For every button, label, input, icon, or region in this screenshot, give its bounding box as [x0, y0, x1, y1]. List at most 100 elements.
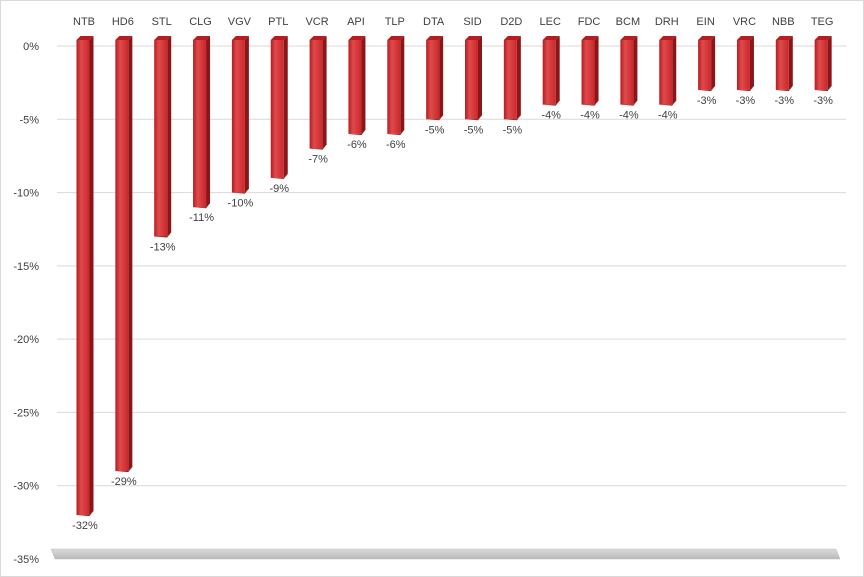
category-axis-labels: NTB HD6 STL CLG VGV PTL VCR API TLP DTA SID D2D LEC F… [73, 16, 833, 28]
category-label: TLP [385, 16, 405, 28]
y-tick-label: -35% [13, 554, 39, 566]
bar-side [244, 36, 249, 193]
bar [426, 36, 444, 121]
bar-bottom [659, 100, 677, 106]
bar [581, 36, 599, 106]
category-label: STL [152, 16, 172, 28]
bar-top [309, 36, 327, 40]
data-label: -7% [308, 154, 328, 166]
data-label: -4% [580, 110, 600, 122]
bar-side [206, 36, 211, 208]
y-tick-label: -5% [19, 114, 39, 126]
bar-bottom [581, 100, 599, 106]
bar [736, 36, 754, 91]
gridlines [57, 45, 846, 487]
y-tick-label: -20% [13, 334, 39, 346]
chart-floor [50, 548, 841, 560]
bar-top [659, 36, 677, 40]
bar [193, 36, 211, 209]
data-label: -5% [464, 124, 484, 136]
bar-bottom [775, 85, 793, 91]
bar-bottom [231, 188, 249, 194]
y-tick-label: -10% [13, 188, 39, 200]
bar-front [503, 40, 517, 120]
data-label: -4% [541, 110, 561, 122]
data-label: -5% [425, 124, 445, 136]
bar-bottom [814, 85, 832, 91]
y-tick-label: 0% [23, 41, 39, 53]
data-label: -3% [813, 95, 833, 107]
bar-bottom [426, 115, 444, 121]
category-label: VRC [733, 16, 756, 28]
bar-side [711, 36, 716, 90]
bar-side [478, 36, 482, 120]
bar-side [89, 36, 94, 516]
category-label: EIN [696, 16, 714, 28]
bar [542, 36, 560, 106]
bar-top [620, 36, 638, 40]
bar [814, 36, 832, 91]
data-label: -32% [72, 520, 98, 532]
bar-bottom [193, 203, 211, 209]
bar-front [736, 40, 750, 90]
bar [270, 36, 288, 179]
bar-bottom [503, 115, 521, 121]
chart-floor-surface [50, 548, 841, 560]
bar [387, 36, 405, 135]
bar [309, 36, 327, 150]
bar-top [775, 36, 793, 40]
bar-top [270, 36, 288, 40]
bar-bottom [387, 129, 405, 135]
bar [775, 36, 793, 91]
data-label: -10% [228, 198, 254, 210]
bar-front [231, 40, 245, 193]
data-label: -29% [111, 476, 137, 488]
category-label: D2D [500, 16, 522, 28]
bar-bottom [620, 100, 638, 106]
bar-side [749, 36, 754, 90]
category-label: NBB [772, 16, 795, 28]
bar-side [322, 36, 327, 149]
bar-top [387, 36, 405, 40]
bar [620, 36, 638, 106]
bar-front [76, 40, 90, 516]
bar-top [465, 36, 482, 40]
bar-front [620, 40, 634, 105]
bar-bottom [698, 85, 716, 91]
data-label: -9% [269, 183, 289, 195]
bar-front [581, 40, 595, 105]
bar-side [594, 36, 599, 105]
bar-side [361, 36, 366, 134]
bar-bottom [309, 144, 327, 150]
bar-front [814, 40, 828, 90]
bar [231, 36, 249, 194]
category-label: HD6 [112, 16, 134, 28]
bar [503, 36, 521, 121]
bar-front [698, 40, 712, 90]
bar-top [193, 36, 211, 40]
bar-front [387, 40, 401, 134]
data-label: -3% [775, 95, 795, 107]
bar-top [231, 36, 249, 40]
bar [659, 36, 677, 106]
y-tick-label: -15% [13, 261, 39, 273]
bar [115, 36, 133, 473]
bar-side [128, 36, 133, 472]
data-label: -6% [386, 139, 406, 151]
bar-bottom [465, 115, 482, 121]
bar [698, 36, 716, 91]
category-label: CLG [189, 16, 212, 28]
category-label: BCM [616, 16, 640, 28]
bar-top [814, 36, 832, 40]
category-label: VCR [305, 16, 328, 28]
data-label: -3% [736, 95, 756, 107]
bar-side [283, 36, 288, 178]
bar-bottom [270, 173, 288, 179]
category-label: PTL [268, 16, 288, 28]
bar-front [348, 40, 362, 134]
data-label: -11% [189, 212, 214, 224]
category-label: DTA [423, 16, 445, 28]
y-tick-label: -25% [13, 407, 39, 419]
bar-side [672, 36, 677, 105]
